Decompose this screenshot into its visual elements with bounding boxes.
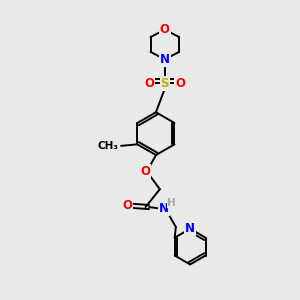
Text: N: N [160,53,170,66]
Text: N: N [159,202,169,215]
Text: CH₃: CH₃ [98,141,119,151]
Text: S: S [160,76,169,90]
Text: O: O [144,76,154,90]
Text: H: H [167,198,176,208]
Text: O: O [160,23,170,36]
Text: N: N [185,222,195,235]
Text: O: O [122,199,132,212]
Text: O: O [175,76,185,90]
Text: O: O [140,165,151,178]
